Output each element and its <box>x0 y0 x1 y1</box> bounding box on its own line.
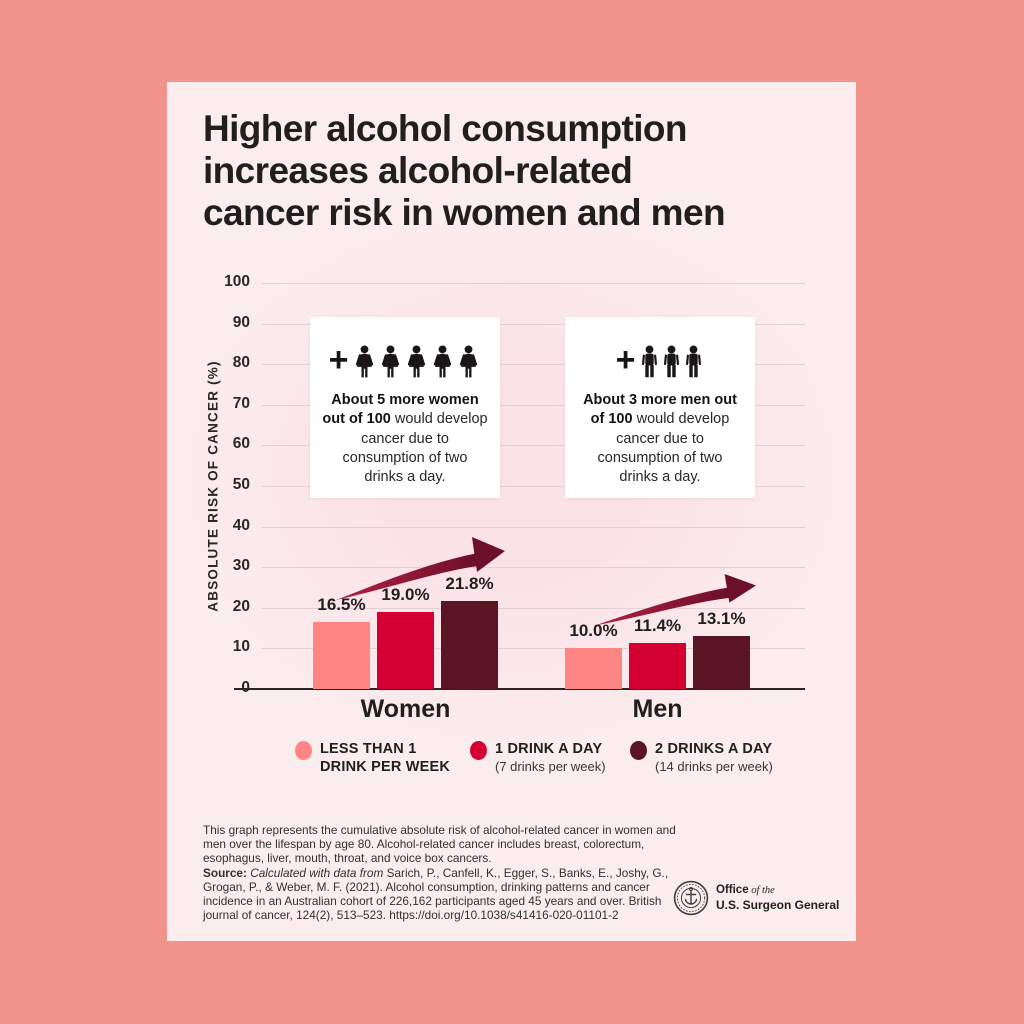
legend-dot-1 <box>295 741 312 760</box>
bar-value-women-3: 21.8% <box>445 573 494 593</box>
woman-figure-icon <box>434 344 452 378</box>
page-title: Higher alcohol consumption increases alc… <box>203 108 726 234</box>
callout-men: + About 3 more men out of 100 would deve… <box>565 317 755 498</box>
legend-text-1: LESS THAN 1 DRINK PER WEEK <box>320 740 450 776</box>
legend-text-3: 2 DRINKS A DAY (14 drinks per week) <box>655 740 773 774</box>
legend-label-2: 1 DRINK A DAY <box>495 741 603 757</box>
man-figure-icon <box>686 344 702 378</box>
man-figure-icon <box>664 344 680 378</box>
gridline-100 <box>262 283 805 284</box>
gridline-90 <box>262 323 805 325</box>
plus-icon: + <box>615 341 636 379</box>
bar-value-men-1: 10.0% <box>569 621 618 641</box>
bar-value-women-2: 19.0% <box>381 584 430 604</box>
callout-women-figures: + <box>310 343 500 379</box>
legend-item-3: 2 DRINKS A DAY (14 drinks per week) <box>630 740 773 774</box>
woman-figure-icon <box>408 344 426 378</box>
increase-arrow-men-icon <box>594 574 757 626</box>
logo-of-the: of the <box>748 885 775 897</box>
bar-men-1 <box>565 648 622 689</box>
y-tick-70: 70 <box>232 394 250 412</box>
callout-men-bold-text: About 3 more men out of 100 <box>583 392 737 428</box>
bar-women-3 <box>441 600 498 689</box>
y-tick-80: 80 <box>232 354 250 372</box>
gridline-80 <box>262 364 805 366</box>
callout-women: + About 5 more women out of 100 would de… <box>310 317 500 498</box>
plus-icon: + <box>328 341 349 379</box>
bar-value-women-1: 16.5% <box>317 595 366 615</box>
bar-men-2 <box>629 642 686 689</box>
legend-item-2: 1 DRINK A DAY (7 drinks per week) <box>470 740 630 774</box>
legend-label-3: 2 DRINKS A DAY <box>655 741 773 757</box>
gridline-10 <box>262 648 805 650</box>
bar-value-men-2: 11.4% <box>633 615 682 635</box>
gridline-60 <box>262 445 805 447</box>
woman-figure-icon <box>356 344 374 378</box>
legend-sub-2: (7 drinks per week) <box>495 759 606 775</box>
source-citation: Source: Calculated with data from Sarich… <box>203 866 681 923</box>
source-text: Sarich, P., Canfell, K., Egger, S., Bank… <box>203 866 669 923</box>
bar-women-2 <box>377 611 434 689</box>
y-tick-60: 60 <box>232 435 250 453</box>
bar-women-1 <box>313 622 370 689</box>
y-tick-0: 0 <box>241 679 250 696</box>
legend-label-1: LESS THAN 1 DRINK PER WEEK <box>320 741 451 776</box>
surgeon-general-logo: Office of the U.S. Surgeon General <box>673 880 839 916</box>
callout-women-text: About 5 more women out of 100 would deve… <box>310 391 500 487</box>
y-tick-30: 30 <box>232 557 250 575</box>
bar-value-men-3: 13.1% <box>697 608 746 628</box>
surgeon-general-logo-text: Office of the U.S. Surgeon General <box>716 883 839 912</box>
gridline-20 <box>262 607 805 609</box>
y-tick-20: 20 <box>232 597 250 615</box>
logo-office: Office <box>716 884 749 897</box>
legend-item-1: LESS THAN 1 DRINK PER WEEK <box>295 740 470 776</box>
infographic-card: Higher alcohol consumption increases alc… <box>167 82 856 941</box>
woman-figure-icon <box>382 344 400 378</box>
x-axis-line <box>234 688 805 690</box>
gridline-40 <box>262 526 805 528</box>
category-label-men: Men <box>632 695 683 723</box>
surgeon-general-seal-icon <box>673 880 709 916</box>
legend-sub-3: (14 drinks per week) <box>655 759 773 775</box>
legend-text-2: 1 DRINK A DAY (7 drinks per week) <box>495 740 606 774</box>
y-tick-40: 40 <box>232 516 250 534</box>
callout-men-text: About 3 more men out of 100 would develo… <box>565 391 755 487</box>
woman-figure-icon <box>460 344 478 378</box>
logo-line1: Office of the <box>716 883 839 897</box>
legend-dot-3 <box>630 741 647 760</box>
callout-men-figures: + <box>565 343 755 379</box>
chart-legend: LESS THAN 1 DRINK PER WEEK 1 DRINK A DAY (… <box>295 740 773 776</box>
plot-area: + About 5 more women out of 100 would de… <box>224 273 805 723</box>
callout-women-bold-text: About 5 more women out of 100 <box>322 392 479 428</box>
man-figure-icon <box>642 344 658 378</box>
legend-dot-2 <box>470 741 487 760</box>
increase-arrow-women-icon <box>336 537 505 600</box>
y-tick-100: 100 <box>224 273 250 290</box>
bar-men-3 <box>693 635 750 689</box>
callout-men-rest-text: would develop cancer due to consumption … <box>597 411 730 486</box>
callout-women-rest-text: would develop cancer due to consumption … <box>342 411 488 486</box>
gridline-50 <box>262 486 805 487</box>
y-tick-50: 50 <box>232 476 250 493</box>
y-tick-90: 90 <box>232 313 250 331</box>
gridline-70 <box>262 404 805 406</box>
gridline-30 <box>262 567 805 569</box>
source-italic: Calculated with data from <box>246 866 387 880</box>
footnote-text: This graph represents the cumulative abs… <box>203 823 676 866</box>
source-label: Source: <box>203 866 247 880</box>
logo-line2: U.S. Surgeon General <box>716 897 840 912</box>
category-label-women: Women <box>360 695 451 723</box>
y-tick-10: 10 <box>232 638 250 656</box>
